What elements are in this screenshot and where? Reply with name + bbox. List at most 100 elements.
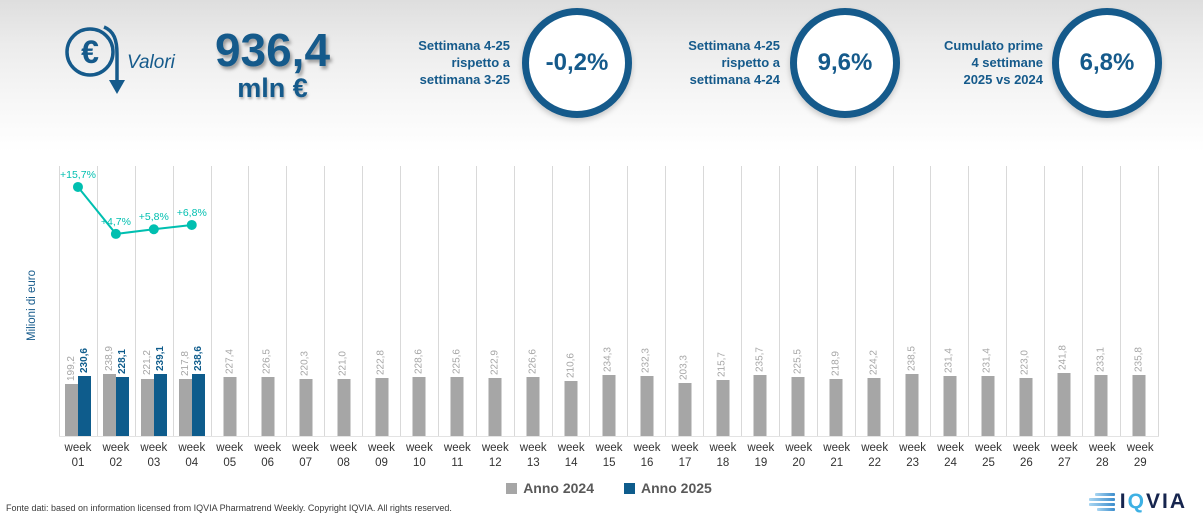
bar-with-label: 217,8 <box>179 351 193 436</box>
bar-group: 233,1 <box>1094 347 1108 436</box>
chart-column: 218,9 <box>816 166 855 436</box>
x-axis-label: week 17 <box>671 442 699 469</box>
x-axis-label: week 03 <box>140 442 168 469</box>
bar-with-label: 225,6 <box>450 349 464 436</box>
x-axis-label: week 15 <box>595 442 623 469</box>
chart-column: 222,9 <box>475 166 514 436</box>
chart-column: 224,2 <box>854 166 893 436</box>
iqvia-logo: IQVIA <box>1088 490 1187 514</box>
bar-value-label: 231,4 <box>981 347 993 373</box>
bar-anno-2024 <box>640 375 654 436</box>
bar-group: 215,7 <box>716 351 730 436</box>
bar-with-label: 223,0 <box>1019 350 1033 436</box>
chart-column: 199,2 230,6 <box>59 166 97 436</box>
bar-anno-2024 <box>337 378 351 436</box>
chart-column: 231,4 <box>930 166 968 436</box>
bar-with-label: 241,8 <box>1057 345 1071 436</box>
euro-circle-arrow-down-icon: € <box>65 25 125 94</box>
bar-anno-2024 <box>1019 378 1033 436</box>
bar-group: 235,8 <box>1132 347 1146 436</box>
bar-value-label: 225,6 <box>451 349 463 375</box>
source-note: Fonte dati: based on information license… <box>6 503 452 513</box>
legend-item: Anno 2025 <box>624 480 712 496</box>
bar-group: 222,8 <box>375 350 389 436</box>
y-axis-label: Milioni di euro <box>26 270 38 341</box>
bar-with-label: 231,4 <box>943 348 957 436</box>
chart-column: 228,6 <box>400 166 438 436</box>
x-axis-label: week 16 <box>633 442 661 469</box>
bar-with-label: 228,6 <box>412 348 426 436</box>
bar-anno-2024 <box>981 375 995 436</box>
x-axis-label: week 05 <box>216 442 244 469</box>
bar-value-label: 239,1 <box>154 345 166 371</box>
x-axis-label: week 08 <box>330 442 357 469</box>
bar-anno-2025 <box>154 373 168 436</box>
bar-with-label: 228,1 <box>116 349 130 436</box>
bar-with-label: 227,4 <box>223 349 237 436</box>
bar-with-label: 199,2 <box>65 356 79 436</box>
x-axis-label: week 23 <box>899 442 927 469</box>
chart-column: 221,2 239,1 <box>134 166 173 436</box>
chart-column: 203,3 <box>665 166 703 436</box>
logo-letter-q: Q <box>1127 490 1146 513</box>
kpi-value-week-vs-year-ago: 9,6% <box>790 8 900 118</box>
bar-group: 225,5 <box>791 349 805 436</box>
bar-value-label: 223,0 <box>1019 350 1031 376</box>
bar-anno-2024 <box>829 379 843 436</box>
x-axis-label: week 24 <box>937 442 964 469</box>
bar-value-label: 241,8 <box>1057 345 1069 371</box>
bar-with-label: 225,5 <box>791 349 805 436</box>
bar-with-label: 238,9 <box>103 346 117 436</box>
x-axis-label: week 26 <box>1012 442 1040 469</box>
bar-anno-2024 <box>488 378 502 436</box>
bar-value-label: 221,0 <box>337 350 349 376</box>
bar-with-label: 238,6 <box>192 345 206 436</box>
iqvia-logo-text: IQVIA <box>1120 490 1187 514</box>
chart-column: 225,5 <box>778 166 817 436</box>
x-axis-label: week 29 <box>1126 442 1154 469</box>
x-axis-label: week 21 <box>823 442 851 469</box>
bar-value-label: 215,7 <box>716 351 728 377</box>
bar-group: 222,9 <box>488 350 502 436</box>
chart-column: 241,8 <box>1044 166 1082 436</box>
chart-column: 215,7 <box>703 166 741 436</box>
bar-with-label: 220,3 <box>299 351 313 436</box>
bar-chart: 199,2 230,6 238,9 228,1 221,2 239,1 217,8 238,6… <box>59 166 1159 437</box>
bar-group: 238,5 <box>905 346 919 436</box>
x-axis-label: week 19 <box>747 442 775 469</box>
x-axis-label: week 04 <box>178 442 206 469</box>
chart-column: 222,8 <box>362 166 400 436</box>
bar-value-label: 238,6 <box>192 345 204 371</box>
kpi-label-cumulative: Cumulato prime 4 settimane 2025 vs 2024 <box>944 38 1043 87</box>
bar-anno-2024 <box>526 377 540 436</box>
logo-letters: VIA <box>1145 490 1187 513</box>
bar-group: 218,9 <box>829 351 843 436</box>
bar-value-label: 232,3 <box>640 347 652 373</box>
chart-column: 210,6 <box>551 166 590 436</box>
bar-value-label: 226,6 <box>527 349 539 375</box>
bar-value-label: 226,5 <box>261 349 273 375</box>
bar-value-label: 234,3 <box>602 347 614 373</box>
bar-value-label: 210,6 <box>565 353 577 379</box>
bar-group: 221,0 <box>337 350 351 436</box>
x-axis-label: week 14 <box>557 442 585 469</box>
chart-column: 223,0 <box>1006 166 1044 436</box>
bar-anno-2024 <box>791 377 805 436</box>
chart-column: 227,4 <box>210 166 249 436</box>
kpi-value-week-vs-prev-week: -0,2% <box>522 8 632 118</box>
iqvia-logo-bars-icon <box>1088 493 1115 511</box>
bar-value-label: 222,8 <box>375 350 387 376</box>
bar-value-label: 230,6 <box>78 348 90 374</box>
chart-column: 238,5 <box>892 166 931 436</box>
legend-swatch-icon <box>624 482 635 494</box>
legend-swatch-icon <box>506 482 518 494</box>
total-value-block: 936,4 mln € <box>205 26 340 104</box>
bar-anno-2024 <box>65 384 79 436</box>
bar-group: 238,9 228,1 <box>103 346 130 436</box>
bar-group: 221,2 239,1 <box>141 345 168 436</box>
bar-value-label: 228,6 <box>413 348 425 374</box>
bar-group: 227,4 <box>223 349 237 436</box>
bar-group: 220,3 <box>299 351 313 436</box>
bar-with-label: 230,6 <box>78 348 92 436</box>
bar-value-label: 224,2 <box>868 349 880 375</box>
